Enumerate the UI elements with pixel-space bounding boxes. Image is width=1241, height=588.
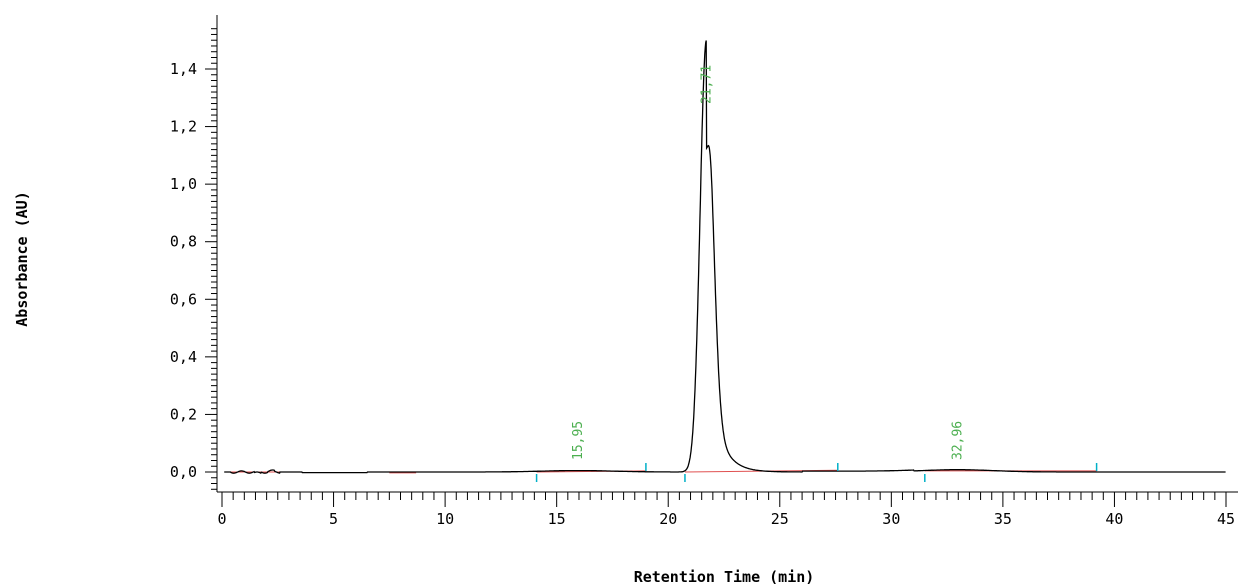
x-axis-label: Retention Time (min) (634, 568, 815, 586)
integration-marks (535, 463, 1098, 482)
x-tick-label: 30 (882, 510, 900, 528)
x-tick-label: 10 (436, 510, 454, 528)
peak-label: 21,71 (699, 65, 714, 104)
x-axis: 0 5 10 15 20 25 30 35 40 45 (217, 491, 1238, 528)
y-tick-label: 1,2 (170, 118, 197, 136)
x-tick-label: 20 (659, 510, 677, 528)
x-tick-label: 0 (217, 510, 226, 528)
y-tick-label: 0,8 (170, 233, 197, 251)
y-tick-label: 1,4 (170, 60, 197, 78)
y-axis-label: Absorbance (AU) (13, 191, 31, 326)
peak-label: 15,95 (571, 421, 586, 460)
x-tick-label: 5 (329, 510, 338, 528)
x-tick-label: 15 (548, 510, 566, 528)
y-tick-label: 0,4 (170, 348, 197, 366)
y-tick-label: 0,6 (170, 290, 197, 308)
peak-label: 32,96 (950, 421, 965, 460)
y-tick-label: 0,0 (170, 463, 197, 481)
x-tick-label: 40 (1105, 510, 1123, 528)
x-tick-label: 25 (771, 510, 789, 528)
absorbance-trace (224, 40, 1226, 474)
y-axis: 0,0 0,2 0,4 0,6 0,8 1,0 1,2 1,4 (170, 15, 218, 492)
x-tick-label: 45 (1217, 510, 1235, 528)
peak-labels: 15,95 21,71 32,96 (571, 65, 966, 460)
x-tick-label: 35 (994, 510, 1012, 528)
y-tick-label: 0,2 (170, 405, 197, 423)
y-tick-label: 1,0 (170, 175, 197, 193)
